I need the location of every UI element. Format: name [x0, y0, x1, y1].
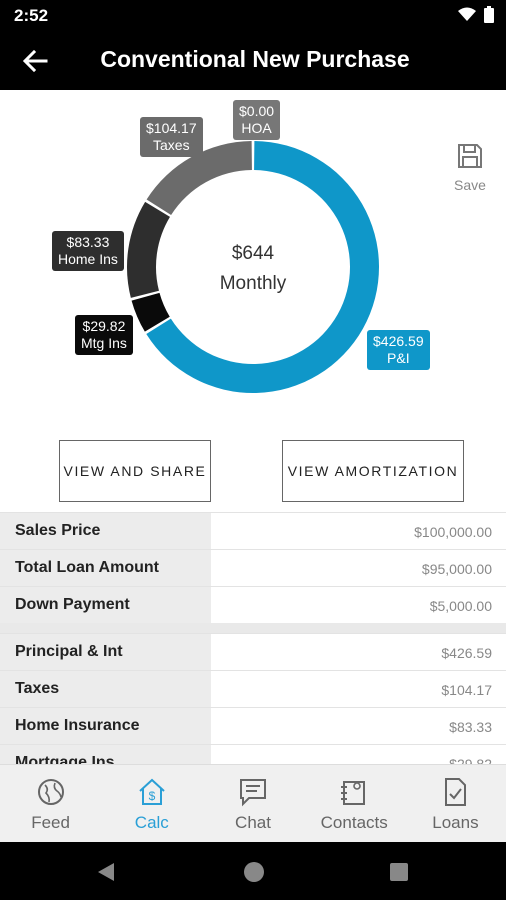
wifi-icon	[458, 7, 476, 21]
table-row: Principal & Int $426.59	[0, 633, 506, 670]
svg-text:$: $	[148, 789, 155, 803]
payment-chart-area	[0, 90, 506, 430]
nav-loans[interactable]: Loans	[405, 765, 506, 842]
row-label: Total Loan Amount	[15, 559, 159, 576]
app-bar: Conventional New Purchase	[0, 32, 506, 90]
system-back-icon[interactable]	[96, 862, 116, 882]
hoa-name: HOA	[241, 120, 272, 136]
home-ins-amount: $83.33	[66, 234, 110, 250]
mtg-ins-label: $29.82 Mtg Ins	[75, 315, 133, 355]
contacts-icon	[341, 781, 366, 805]
payment-donut-chart	[127, 141, 379, 393]
hoa-amount: $0.00	[239, 103, 275, 119]
nav-label: Calc	[134, 813, 169, 832]
pi-name: P&I	[387, 350, 410, 366]
system-recents-icon[interactable]	[390, 863, 408, 881]
nav-contacts[interactable]: Contacts	[304, 765, 405, 842]
row-label: Mortgage Ins	[15, 754, 115, 764]
section-divider	[0, 623, 506, 633]
taxes-name: Taxes	[153, 137, 190, 153]
status-bar: 2:52	[0, 0, 506, 32]
nav-label: Chat	[235, 813, 271, 832]
row-value: $29.82	[449, 756, 492, 764]
calc-home-icon: $	[139, 778, 165, 805]
view-amortization-button[interactable]: VIEW AMORTIZATION	[282, 440, 464, 502]
save-button[interactable]: Save	[448, 142, 492, 196]
status-icons	[458, 6, 494, 23]
nav-label: Contacts	[320, 813, 388, 832]
row-value: $95,000.00	[421, 561, 492, 577]
system-nav-bar	[0, 842, 506, 900]
hoa-label: $0.00 HOA	[233, 100, 281, 140]
row-value: $100,000.00	[414, 524, 492, 540]
row-value: $5,000.00	[429, 598, 492, 614]
pi-amount: $426.59	[373, 333, 424, 349]
back-button[interactable]	[20, 46, 50, 76]
page-title: Conventional New Purchase	[100, 46, 410, 72]
nav-calc[interactable]: $ Calc	[101, 765, 202, 842]
summary-table: Sales Price $100,000.00 Total Loan Amoun…	[0, 512, 506, 764]
table-row: Sales Price $100,000.00	[0, 512, 506, 549]
donut-segment-taxes	[146, 141, 252, 216]
nav-chat[interactable]: Chat	[202, 765, 303, 842]
pi-label: $426.59 P&I	[367, 330, 430, 370]
save-label: Save	[454, 177, 486, 193]
monthly-total: $644	[231, 243, 275, 264]
view-and-share-button[interactable]: VIEW AND SHARE	[59, 440, 211, 502]
mtg-ins-amount: $29.82	[82, 318, 126, 334]
nav-feed[interactable]: Feed	[0, 765, 101, 842]
nav-label: Feed	[31, 813, 70, 832]
home-ins-label: $83.33 Home Ins	[52, 231, 124, 271]
row-label: Principal & Int	[15, 643, 123, 660]
table-row: Home Insurance $83.33	[0, 707, 506, 744]
row-label: Taxes	[15, 680, 60, 697]
row-value: $83.33	[449, 719, 492, 735]
row-value: $104.17	[441, 682, 492, 698]
row-value: $426.59	[441, 645, 492, 661]
taxes-label: $104.17 Taxes	[140, 117, 203, 157]
status-time: 2:52	[14, 6, 49, 25]
chat-icon	[240, 779, 266, 807]
mtg-ins-name: Mtg Ins	[81, 335, 127, 351]
back-arrow-icon	[22, 49, 48, 73]
row-label: Home Insurance	[15, 717, 140, 734]
monthly-label: Monthly	[219, 273, 287, 294]
donut-segment-mtg	[131, 292, 170, 332]
bottom-nav: Feed $ Calc Chat Contacts Loans	[0, 764, 506, 842]
table-row: Total Loan Amount $95,000.00	[0, 549, 506, 586]
donut-segment-home	[127, 201, 170, 298]
row-label: Sales Price	[15, 522, 101, 539]
table-row: Mortgage Ins $29.82	[0, 744, 506, 764]
globe-icon	[37, 779, 64, 805]
table-row: Down Payment $5,000.00	[0, 586, 506, 623]
table-row: Taxes $104.17	[0, 670, 506, 707]
home-ins-name: Home Ins	[58, 251, 118, 267]
loans-icon	[445, 778, 467, 806]
system-home-icon[interactable]	[242, 860, 266, 884]
row-label: Down Payment	[15, 596, 130, 613]
battery-icon	[484, 6, 494, 23]
nav-label: Loans	[432, 813, 479, 832]
taxes-amount: $104.17	[146, 120, 197, 136]
save-icon	[458, 144, 482, 168]
